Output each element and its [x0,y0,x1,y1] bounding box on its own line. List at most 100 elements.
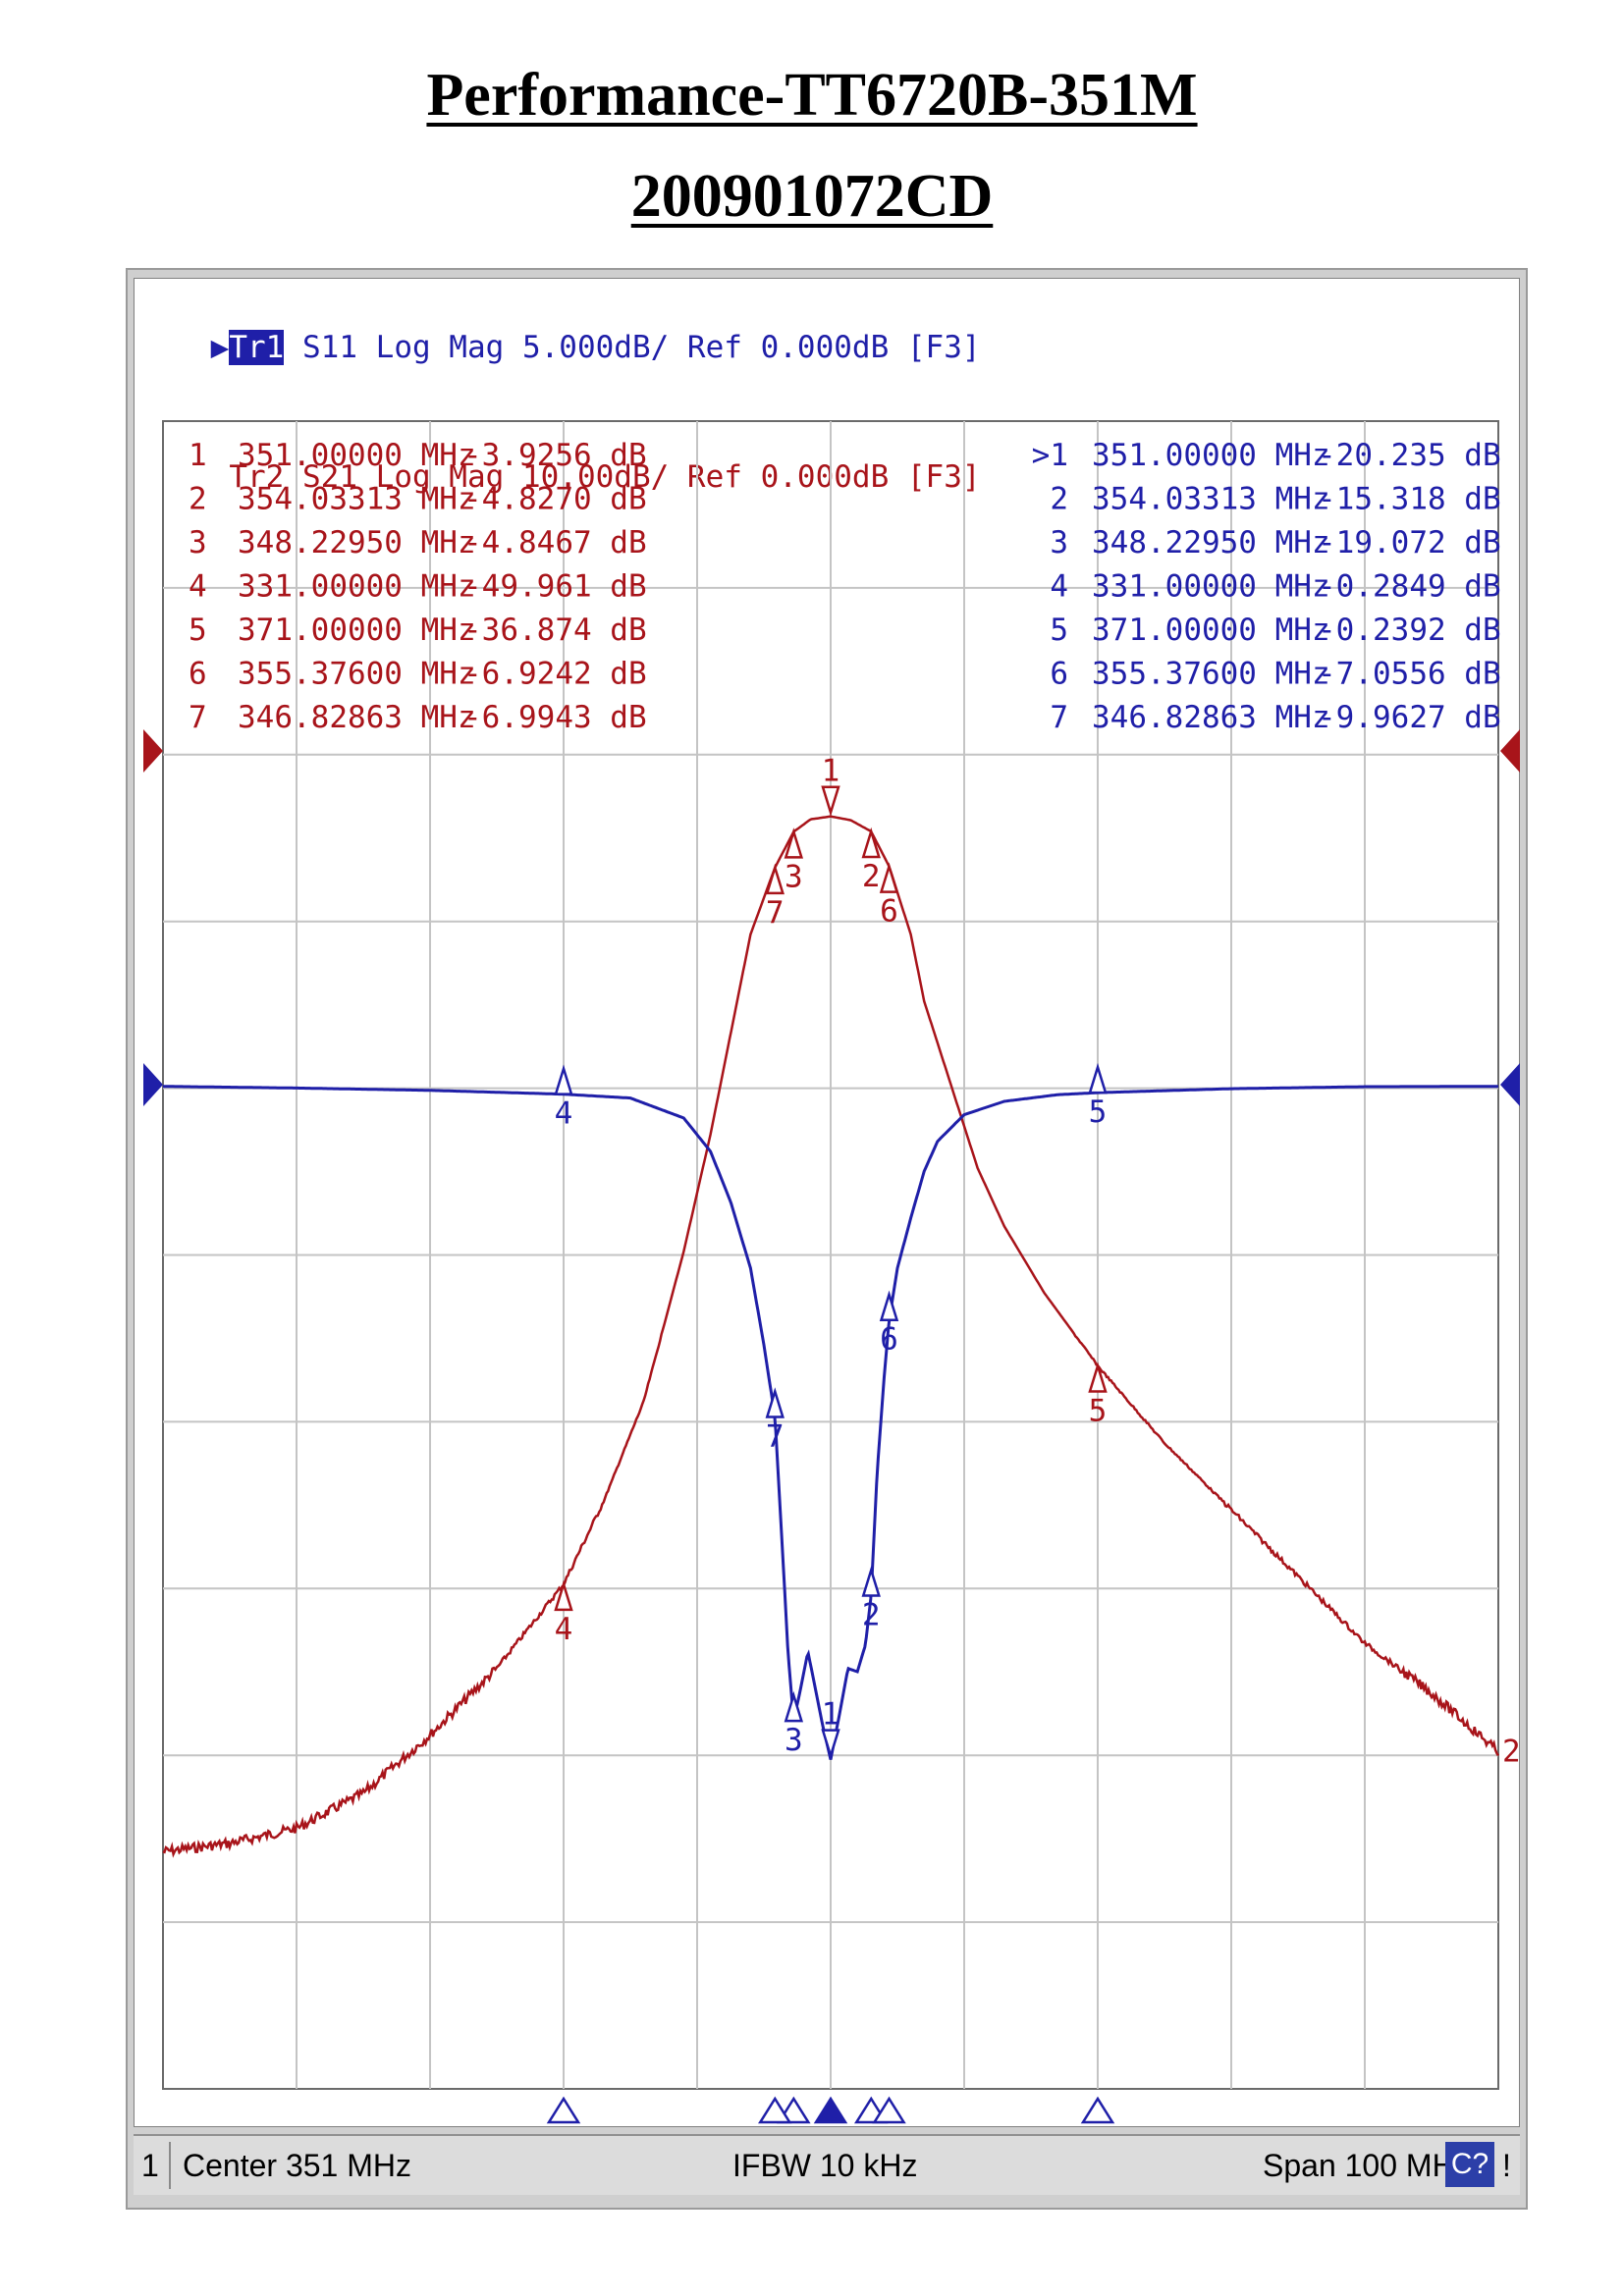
s21-marker-3 [784,828,804,859]
s11-marker-freq: 354.03313 MHz [1092,482,1330,517]
trace-1-label[interactable]: Tr1 [229,330,285,365]
s11-marker-3 [784,1690,804,1723]
s21-marker-label: 7 [766,895,785,931]
s11-marker-freq: 351.00000 MHz [1092,438,1330,473]
s21-marker-freq: 354.03313 MHz [238,482,476,517]
s21-marker-freq: 331.00000 MHz [238,569,476,605]
s11-marker-num: 6 [1050,657,1068,692]
marker-layer: 1 1 2 2 3 3 4 4 5 5 6 6 7 7 2 [554,754,1521,1769]
s21-marker-freq: 371.00000 MHz [238,613,476,648]
s11-marker-label: 2 [862,1598,881,1633]
s21-marker-label: 2 [862,859,881,894]
s11-marker-4 [554,1064,573,1095]
center-frequency[interactable]: Center 351 MHz [183,2148,411,2183]
s11-marker-value: -7.0556 dB [1318,657,1501,692]
s11-marker-num: 4 [1050,569,1068,605]
active-trace-pointer-icon: ▶ [210,330,230,365]
bottom-marker-6 [872,2096,906,2124]
s21-marker-2 [861,827,881,859]
status-bar: 1 Center 351 MHz IFBW 10 kHz Span 100 MH… [134,2134,1520,2195]
bottom-marker-7 [758,2096,792,2124]
channel-number[interactable]: 1 [141,2148,159,2183]
s11-marker-freq: 348.22950 MHz [1092,525,1330,561]
s21-marker-value: -49.961 dB [463,569,647,605]
bottom-marker-1 [813,2096,848,2124]
s11-marker-num: 3 [1050,525,1068,561]
warning-indicator[interactable]: ! [1502,2148,1511,2183]
s11-ref-right-arrow [1500,1063,1520,1106]
s21-marker-num: 1 [189,438,207,473]
s21-marker-num: 3 [189,525,207,561]
s21-marker-label: 3 [785,859,803,894]
page-subtitle: 200901072CD [630,163,994,230]
analyzer-display [134,278,1520,2127]
s21-marker-freq: 348.22950 MHz [238,525,476,561]
s21-marker-freq: 355.37600 MHz [238,657,476,692]
s11-marker-value: -15.318 dB [1318,482,1501,517]
s21-marker-1 [821,785,840,817]
s21-ref-left-arrow [143,729,163,773]
trace-2-label[interactable]: Tr2 [229,459,285,495]
s21-end-label: 2 [1502,1734,1521,1769]
trace-2-settings: S21 Log Mag 10.00dB/ Ref 0.000dB [F3] [302,459,981,495]
trace-header: ▶Tr1 S11 Log Mag 5.000dB/ Ref 0.000dB [F… [137,283,981,542]
s21-marker-freq: 346.82863 MHz [238,700,476,735]
ifbw-setting[interactable]: IFBW 10 kHz [732,2148,918,2183]
s11-marker-value: -19.072 dB [1318,525,1501,561]
s21-marker-num: 2 [189,482,207,517]
trace-1-line[interactable]: ▶Tr1 S11 Log Mag 5.000dB/ Ref 0.000dB [F… [137,283,981,412]
s21-marker-4 [554,1579,573,1612]
s21-marker-7 [765,863,785,895]
reference-arrows [143,729,1520,1106]
s11-marker-1 [821,1729,840,1760]
s21-marker-value: -4.8270 dB [463,482,647,517]
s11-marker-num: 7 [1050,700,1068,735]
s11-marker-freq: 331.00000 MHz [1092,569,1330,605]
s11-marker-value: -0.2392 dB [1318,613,1501,648]
calibration-status-badge[interactable]: C? [1445,2142,1494,2187]
s11-marker-label: 5 [1089,1095,1108,1130]
s11-marker-label: 4 [555,1096,573,1132]
bottom-marker-4 [546,2096,581,2124]
s21-marker-num: 4 [189,569,207,605]
s11-ref-left-arrow [143,1063,163,1106]
s11-marker-value: -9.9627 dB [1318,700,1501,735]
s21-marker-num: 7 [189,700,207,735]
status-divider [169,2142,171,2189]
s21-marker-label: 1 [822,754,840,789]
s11-marker-freq: 346.82863 MHz [1092,700,1330,735]
s11-marker-value: -0.2849 dB [1318,569,1501,605]
s21-marker-6 [879,862,899,893]
trace-2-line[interactable]: ▶Tr2 S21 Log Mag 10.00dB/ Ref 0.000dB [F… [137,412,981,542]
s21-marker-label: 6 [880,894,898,930]
s11-marker-5 [1088,1062,1108,1095]
s21-marker-value: -4.8467 dB [463,525,647,561]
s11-marker-freq: 355.37600 MHz [1092,657,1330,692]
s11-marker-freq: 371.00000 MHz [1092,613,1330,648]
s21-marker-num: 5 [189,613,207,648]
s21-marker-value: -6.9242 dB [463,657,647,692]
s21-ref-right-arrow [1500,729,1520,773]
s11-marker-num: >1 [1032,438,1068,473]
s21-marker-value: -3.9256 dB [463,438,647,473]
bottom-marker-5 [1080,2096,1115,2124]
s21-marker-num: 6 [189,657,207,692]
s11-marker-2 [861,1566,881,1597]
bottom-marker-strip [546,2096,1115,2124]
s21-marker-value: -6.9943 dB [463,700,647,735]
s11-marker-label: 7 [766,1419,785,1455]
s11-marker-num: 5 [1050,613,1068,648]
s11-marker-label: 3 [785,1723,803,1758]
s21-marker-5 [1088,1362,1108,1393]
s21-marker-label: 5 [1089,1393,1108,1428]
s11-marker-label: 1 [822,1697,840,1733]
s11-marker-6 [879,1290,899,1321]
page-title: Performance-TT6720B-351M [426,62,1198,129]
span-setting[interactable]: Span 100 MHz [1263,2148,1471,2183]
trace-1-settings: S11 Log Mag 5.000dB/ Ref 0.000dB [F3] [302,330,981,365]
s11-marker-num: 2 [1050,482,1068,517]
s11-marker-label: 6 [880,1322,898,1358]
s21-marker-value: -36.874 dB [463,613,647,648]
s21-marker-label: 4 [555,1612,573,1647]
